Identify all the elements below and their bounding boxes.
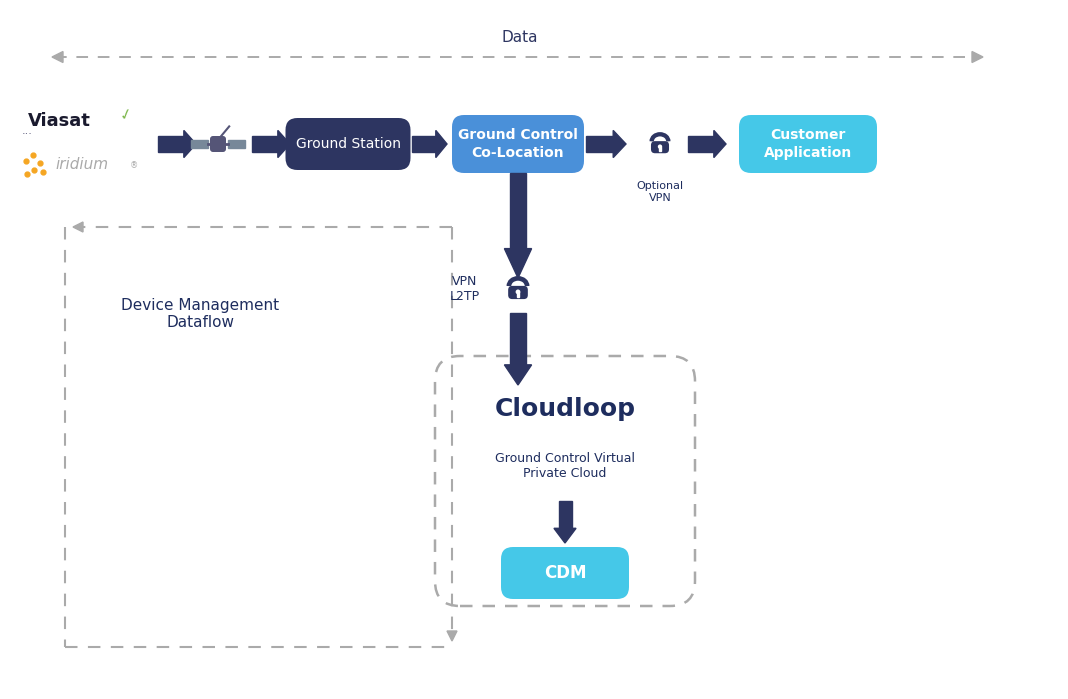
Bar (559, 501, 571, 528)
Polygon shape (447, 631, 457, 641)
Polygon shape (436, 131, 447, 157)
Bar (412, 136, 436, 152)
Polygon shape (972, 52, 983, 62)
Polygon shape (52, 52, 63, 62)
Text: CDM: CDM (544, 564, 586, 582)
FancyBboxPatch shape (285, 118, 410, 170)
Text: Ground Station: Ground Station (296, 137, 400, 151)
FancyBboxPatch shape (651, 141, 669, 153)
Text: ®: ® (130, 161, 138, 171)
Bar (511, 313, 527, 365)
Text: Customer
Application: Customer Application (764, 129, 852, 159)
Bar (191, 140, 208, 148)
Bar (511, 173, 527, 249)
Polygon shape (278, 131, 290, 157)
Bar (586, 136, 613, 152)
Text: Ground Control
Co-Location: Ground Control Co-Location (458, 129, 578, 159)
Polygon shape (613, 131, 626, 157)
Text: VPN
L2TP: VPN L2TP (450, 275, 480, 303)
Text: Cloudloop: Cloudloop (494, 397, 635, 421)
Text: Data: Data (502, 30, 538, 45)
Bar (659, 147, 661, 151)
Bar (252, 136, 278, 152)
Circle shape (658, 145, 662, 149)
Circle shape (516, 289, 520, 294)
Polygon shape (713, 131, 726, 157)
Text: ✓: ✓ (117, 105, 135, 123)
Text: Optional
VPN: Optional VPN (637, 181, 684, 203)
Bar (227, 140, 246, 148)
FancyBboxPatch shape (435, 356, 695, 606)
Text: ···: ··· (22, 129, 33, 139)
FancyBboxPatch shape (501, 547, 629, 599)
Text: iridium: iridium (54, 157, 108, 171)
Bar (517, 292, 519, 296)
FancyBboxPatch shape (452, 115, 584, 173)
Text: Viasat: Viasat (28, 112, 91, 130)
Bar (688, 136, 713, 152)
Polygon shape (554, 528, 576, 543)
Polygon shape (504, 365, 532, 385)
Polygon shape (504, 249, 532, 278)
FancyBboxPatch shape (210, 136, 226, 152)
Polygon shape (184, 131, 197, 157)
Text: Device Management
Dataflow: Device Management Dataflow (121, 298, 279, 330)
Polygon shape (73, 222, 83, 232)
Bar (158, 136, 184, 152)
Text: Ground Control Virtual
Private Cloud: Ground Control Virtual Private Cloud (494, 452, 635, 480)
FancyBboxPatch shape (739, 115, 877, 173)
FancyBboxPatch shape (508, 286, 528, 299)
